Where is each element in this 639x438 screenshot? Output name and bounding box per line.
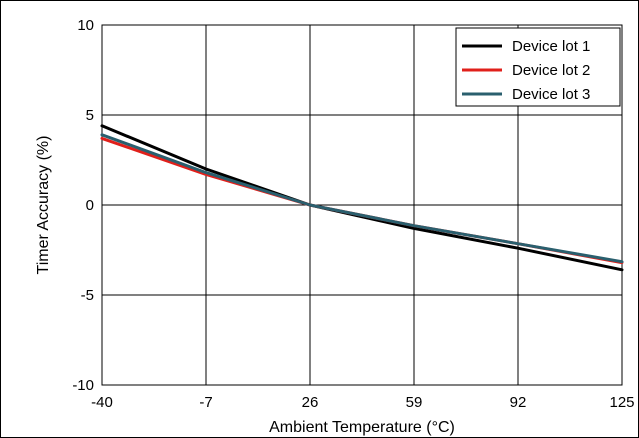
y-tick-labels: 10 5 0 -5 -10	[72, 17, 94, 394]
legend-items: Device lot 1 Device lot 2 Device lot 3	[462, 38, 590, 103]
y-tick-label: -10	[72, 377, 94, 394]
series-line-device-lot-3	[100, 133, 624, 264]
y-axis-label: Timer Accuracy (%)	[35, 136, 52, 275]
x-tick-label: -40	[91, 394, 113, 411]
legend-label-device-lot-3: Device lot 3	[512, 86, 590, 103]
x-tick-label: -7	[199, 394, 212, 411]
plot-area-border	[101, 24, 623, 386]
legend-label-device-lot-2: Device lot 2	[512, 62, 590, 79]
x-tick-label: 125	[609, 394, 634, 411]
legend-label-device-lot-1: Device lot 1	[512, 38, 590, 55]
x-axis-label: Ambient Temperature (°C)	[269, 419, 455, 436]
y-tick-label: 10	[77, 17, 94, 34]
x-tick-label: 59	[406, 394, 423, 411]
y-tick-label: 5	[86, 107, 94, 124]
x-tick-label: 92	[510, 394, 527, 411]
x-tick-labels: -40 -7 26 59 92 125	[91, 394, 634, 411]
y-tick-label: -5	[81, 287, 94, 304]
x-tick-label: 26	[302, 394, 319, 411]
series-lines	[100, 124, 624, 272]
y-tick-label: 0	[86, 197, 94, 214]
legend: Device lot 1 Device lot 2 Device lot 3	[455, 27, 621, 107]
